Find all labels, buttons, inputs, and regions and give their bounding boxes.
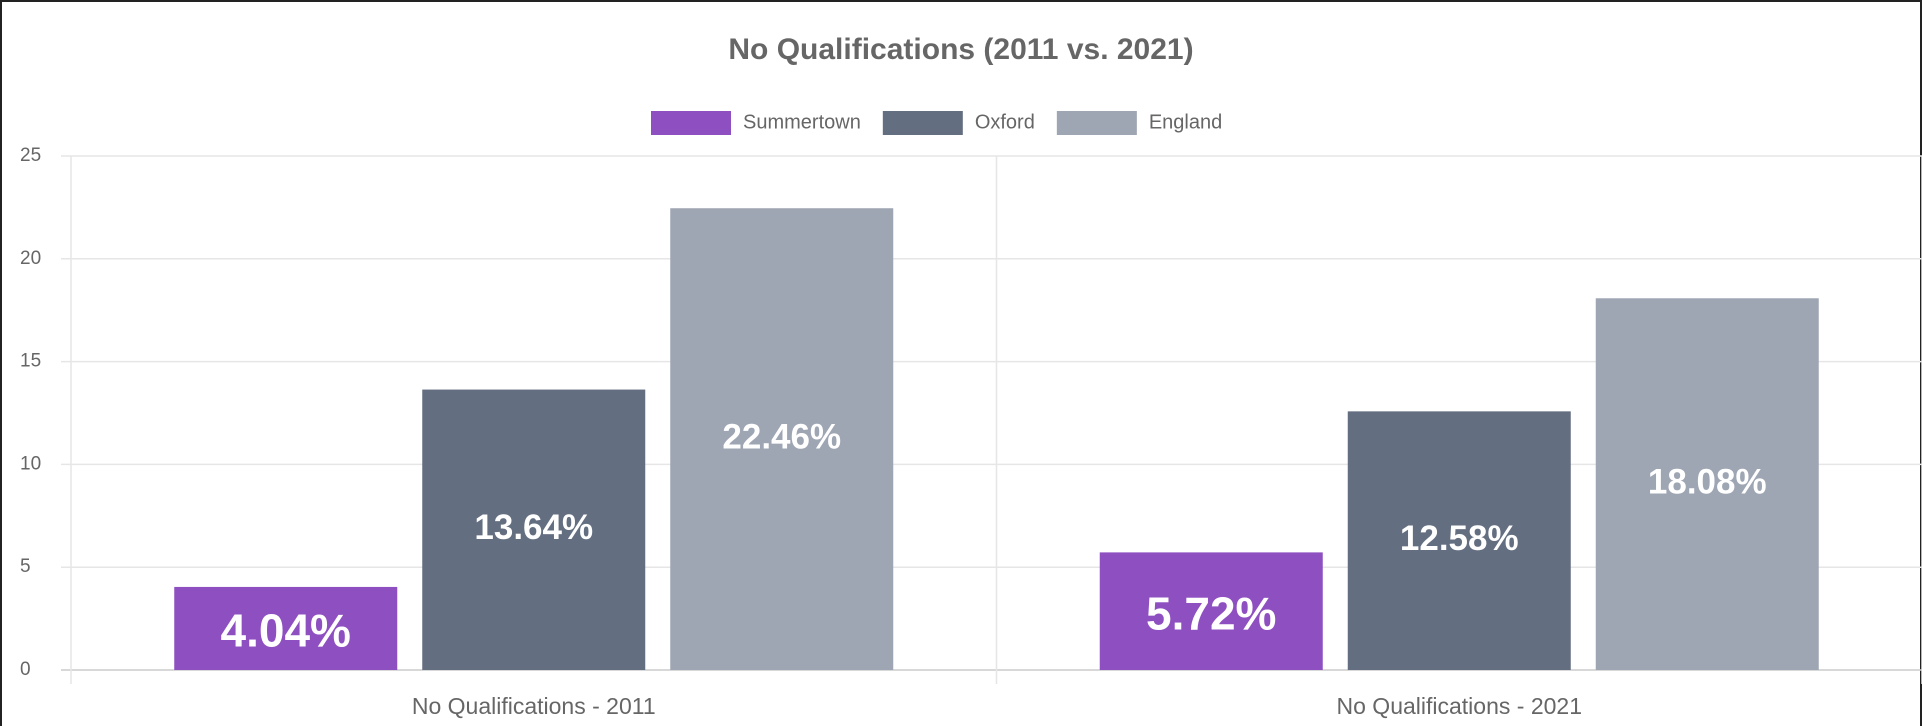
bar bbox=[670, 208, 894, 670]
y-tick-label: 20 bbox=[20, 248, 41, 269]
bar bbox=[1595, 298, 1819, 670]
legend-swatch bbox=[1056, 111, 1137, 135]
data-label: 13.64% bbox=[474, 508, 593, 547]
data-label: 12.58% bbox=[1400, 519, 1519, 558]
y-tick-label: 0 bbox=[20, 659, 31, 680]
legend-label: Summertown bbox=[743, 111, 861, 133]
chart-title: No Qualifications (2011 vs. 2021) bbox=[728, 33, 1193, 66]
y-tick-label: 5 bbox=[20, 556, 31, 577]
y-tick-label: 15 bbox=[20, 351, 41, 372]
legend-swatch bbox=[882, 111, 963, 135]
y-tick-label: 25 bbox=[20, 145, 41, 166]
data-label: 4.04% bbox=[221, 605, 351, 657]
legend-label: England bbox=[1149, 111, 1222, 133]
legend-swatch bbox=[651, 111, 731, 135]
data-label: 18.08% bbox=[1648, 462, 1767, 501]
bar bbox=[422, 389, 646, 670]
bar bbox=[1099, 552, 1323, 670]
legend-label: Oxford bbox=[975, 111, 1035, 133]
data-label: 5.72% bbox=[1146, 587, 1276, 639]
x-tick-label: No Qualifications - 2011 bbox=[412, 693, 656, 719]
y-tick-label: 10 bbox=[20, 453, 41, 474]
bar bbox=[174, 586, 398, 670]
bar bbox=[1347, 411, 1571, 670]
data-label: 22.46% bbox=[722, 417, 841, 456]
x-tick-label: No Qualifications - 2021 bbox=[1337, 693, 1582, 719]
